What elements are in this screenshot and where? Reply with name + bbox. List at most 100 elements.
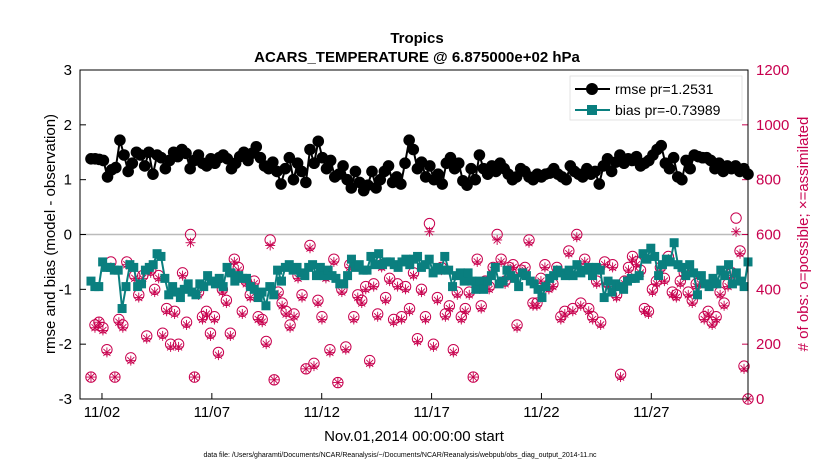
obs-assimilated-stroke xyxy=(493,236,501,244)
obs-assimilated-stroke xyxy=(385,277,394,285)
obs-assimilated-marker xyxy=(89,322,100,333)
obs-assimilated-stroke xyxy=(676,280,685,288)
obs-assimilated-marker xyxy=(739,363,750,374)
obs-assimilated-marker xyxy=(336,287,347,298)
bias-point xyxy=(654,271,664,281)
obs-assimilated-stroke xyxy=(130,274,139,283)
obs-assimilated-marker xyxy=(687,298,698,309)
bias-point xyxy=(486,271,496,281)
obs-assimilated-stroke xyxy=(393,282,402,291)
obs-assimilated-marker xyxy=(161,306,172,317)
bias-point xyxy=(440,251,450,261)
bias-point xyxy=(160,273,170,283)
obs-assimilated-marker xyxy=(460,306,471,317)
legend-rmse-marker xyxy=(586,83,598,95)
y-tick-label: 3 xyxy=(64,62,72,79)
obs-assimilated-stroke xyxy=(660,277,669,285)
obs-assimilated-stroke xyxy=(584,307,593,316)
rmse-point xyxy=(308,157,320,170)
bias-point xyxy=(568,271,578,281)
rmse-point xyxy=(126,157,139,170)
obs-assimilated-stroke xyxy=(310,362,318,370)
rmse-point xyxy=(655,139,668,152)
bias-point xyxy=(308,260,318,270)
obs-assimilated-marker xyxy=(563,248,574,259)
obs-possible-marker xyxy=(188,371,201,383)
obs-assimilated-stroke xyxy=(592,280,601,288)
obs-assimilated-marker xyxy=(571,232,582,243)
obs-assimilated-marker xyxy=(189,372,200,383)
obs-assimilated-marker xyxy=(213,350,224,361)
bias-point xyxy=(483,276,493,286)
obs-assimilated-marker xyxy=(261,339,272,350)
obs-assimilated-marker xyxy=(237,309,248,320)
y-right-tick-label: 1000 xyxy=(756,117,789,134)
bias-point xyxy=(346,254,356,264)
rmse-point xyxy=(424,160,436,172)
bias-point xyxy=(366,251,376,261)
bias-point xyxy=(459,276,469,286)
obs-assimilated-marker xyxy=(297,292,308,303)
obs-assimilated-stroke xyxy=(549,282,557,291)
bias-point xyxy=(172,287,182,297)
bias-point xyxy=(642,254,652,264)
y-axis-label: rmse and bias (model - observation) xyxy=(42,114,59,354)
obs-assimilated-marker xyxy=(85,372,96,383)
bias-point xyxy=(374,249,384,259)
obs-assimilated-stroke xyxy=(119,323,127,332)
obs-assimilated-stroke xyxy=(262,340,271,348)
obs-possible-marker xyxy=(109,371,121,383)
footnote: data file: /Users/gharamti/Documents/NCA… xyxy=(203,452,597,459)
obs-assimilated-marker xyxy=(715,289,726,300)
y-tick-label: -3 xyxy=(59,391,72,408)
obs-assimilated-marker xyxy=(591,278,602,289)
bias-point xyxy=(677,262,687,272)
obs-assimilated-stroke xyxy=(190,373,199,381)
bias-point xyxy=(657,260,667,270)
axes-box xyxy=(79,69,749,400)
obs-assimilated-marker xyxy=(372,311,383,322)
legend-box xyxy=(569,75,743,121)
obs-assimilated-stroke xyxy=(258,318,267,327)
rmse-point xyxy=(663,162,676,175)
rmse-point xyxy=(267,156,279,168)
obs-assimilated-marker xyxy=(97,325,108,336)
obs-assimilated-stroke xyxy=(270,375,278,384)
rmse-point xyxy=(366,165,378,178)
rmse-point xyxy=(337,160,349,172)
bias-point xyxy=(241,273,251,283)
obs-assimilated-marker xyxy=(408,270,419,281)
bias-point xyxy=(164,290,174,300)
bias-point xyxy=(401,254,411,264)
obs-assimilated-marker xyxy=(253,314,264,325)
bias-point xyxy=(564,265,574,275)
obs-assimilated-stroke xyxy=(87,373,95,381)
bias-point xyxy=(572,260,582,270)
y-right-tick-label: 600 xyxy=(756,227,781,244)
obs-assimilated-marker xyxy=(583,306,594,317)
bias-point xyxy=(712,279,722,289)
obs-assimilated-stroke xyxy=(91,323,99,332)
rmse-point xyxy=(114,134,126,146)
obs-assimilated-stroke xyxy=(373,312,382,321)
obs-assimilated-stroke xyxy=(298,293,306,302)
bias-point xyxy=(113,265,123,275)
y-tick-label: 1 xyxy=(64,172,72,189)
bias-point xyxy=(533,284,543,294)
obs-assimilated-marker xyxy=(472,256,483,267)
obs-assimilated-stroke xyxy=(389,318,398,327)
obs-assimilated-marker xyxy=(360,284,371,295)
obs-assimilated-marker xyxy=(428,341,439,352)
obs-assimilated-stroke xyxy=(580,258,589,266)
bias-point xyxy=(514,282,524,292)
bias-point xyxy=(292,262,302,272)
rmse-point xyxy=(295,165,308,178)
obs-assimilated-marker xyxy=(225,330,236,341)
bias-point xyxy=(98,257,108,267)
obs-assimilated-marker xyxy=(257,317,268,328)
bias-point xyxy=(537,293,547,303)
obs-assimilated-marker xyxy=(452,289,463,300)
obs-assimilated-marker xyxy=(667,289,678,300)
obs-assimilated-stroke xyxy=(624,266,633,274)
obs-assimilated-marker xyxy=(308,361,319,372)
